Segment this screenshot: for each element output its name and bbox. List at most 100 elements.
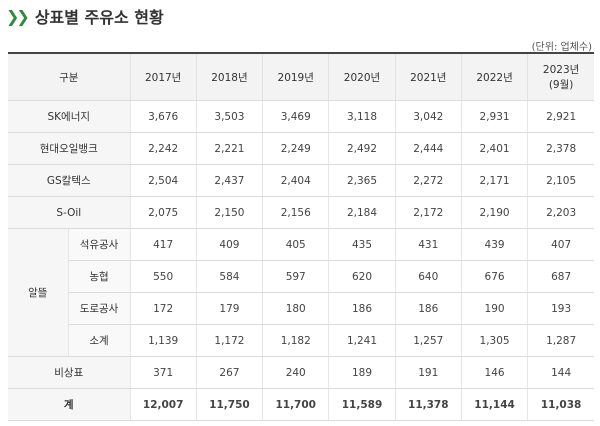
table-row: 알뜰 석유공사 417 409 405 435 431 439 407: [8, 228, 594, 357]
unit-note: (단위: 업체수): [531, 42, 592, 53]
cell-value: 687: [527, 260, 594, 293]
row-label: 도로공사: [68, 292, 131, 325]
cell-value: 2,156: [262, 196, 330, 229]
row-label: SK에너지: [8, 100, 131, 133]
cell-value: 2,931: [461, 100, 529, 133]
cell-value: 2,184: [328, 196, 396, 229]
header-year: 2018년: [196, 53, 264, 101]
cell-value: 2,444: [395, 132, 462, 165]
page-title: 상표별 주유소 현황: [34, 8, 164, 27]
gas-station-table: 구분 2017년 2018년 2019년 2020년 2021년 2022년 2…: [8, 52, 594, 421]
group-label: 알뜰: [8, 228, 69, 357]
cell-value: 267: [196, 356, 264, 389]
header-year: 2020년: [328, 53, 396, 101]
cell-value: 146: [461, 356, 529, 389]
cell-value: 2,249: [262, 132, 330, 165]
cell-value: 2,272: [395, 164, 462, 197]
header-year: 2017년: [130, 53, 197, 101]
cell-value: 2,401: [461, 132, 529, 165]
table-row: 현대오일뱅크 2,242 2,221 2,249 2,492 2,444 2,401 2,37…: [8, 132, 594, 165]
cell-value: 172: [130, 292, 197, 325]
cell-value: 620: [328, 260, 396, 293]
header-year: 2019년: [262, 53, 330, 101]
cell-value: 144: [527, 356, 594, 389]
double-chevron-right-icon: ❯❯: [6, 6, 30, 26]
header-category: 구분: [8, 53, 131, 101]
row-label: 비상표: [8, 356, 131, 389]
cell-value: 11,589: [328, 388, 396, 421]
cell-value: 1,305: [461, 324, 529, 357]
cell-value: 439: [461, 228, 529, 261]
cell-value: 11,038: [527, 388, 594, 421]
cell-value: 407: [527, 228, 594, 261]
cell-value: 417: [130, 228, 197, 261]
cell-value: 371: [130, 356, 197, 389]
cell-value: 431: [395, 228, 462, 261]
table-row: S-Oil 2,075 2,150 2,156 2,184 2,172 2,190 2,203: [8, 196, 594, 229]
table-row: 소계 1,139 1,172 1,182 1,241 1,257 1,305 1,287: [8, 324, 594, 357]
cell-value: 640: [395, 260, 462, 293]
cell-value: 2,203: [527, 196, 594, 229]
cell-value: 11,144: [461, 388, 529, 421]
cell-value: 3,469: [262, 100, 330, 133]
cell-value: 240: [262, 356, 330, 389]
cell-value: 2,492: [328, 132, 396, 165]
cell-value: 2,404: [262, 164, 330, 197]
cell-value: 2,365: [328, 164, 396, 197]
cell-value: 2,172: [395, 196, 462, 229]
cell-value: 597: [262, 260, 330, 293]
cell-value: 180: [262, 292, 330, 325]
cell-value: 405: [262, 228, 330, 261]
row-label: 현대오일뱅크: [8, 132, 131, 165]
header-year-main: 2023년: [542, 64, 580, 76]
cell-value: 1,257: [395, 324, 462, 357]
cell-value: 12,007: [130, 388, 197, 421]
row-label: 계: [8, 388, 131, 421]
cell-value: 193: [527, 292, 594, 325]
cell-value: 550: [130, 260, 197, 293]
row-label: 석유공사: [68, 228, 131, 261]
table-row: SK에너지 3,676 3,503 3,469 3,118 3,042 2,931 2,921: [8, 100, 594, 133]
cell-value: 2,171: [461, 164, 529, 197]
row-label: 소계: [68, 324, 131, 357]
header-year: 2023년 (9월): [527, 53, 594, 101]
cell-value: 409: [196, 228, 264, 261]
cell-value: 3,042: [395, 100, 462, 133]
header-year: 2021년: [395, 53, 462, 101]
cell-value: 2,150: [196, 196, 264, 229]
cell-value: 190: [461, 292, 529, 325]
cell-value: 11,700: [262, 388, 330, 421]
row-label: S-Oil: [8, 196, 131, 229]
cell-value: 3,676: [130, 100, 197, 133]
table-row: 계 12,007 11,750 11,700 11,589 11,378 11,144 11,…: [8, 388, 594, 421]
cell-value: 2,378: [527, 132, 594, 165]
cell-value: 191: [395, 356, 462, 389]
cell-value: 584: [196, 260, 264, 293]
cell-value: 435: [328, 228, 396, 261]
table-row: 농협 550 584 597 620 640 676 687: [8, 260, 594, 293]
cell-value: 2,921: [527, 100, 594, 133]
cell-value: 189: [328, 356, 396, 389]
cell-value: 3,118: [328, 100, 396, 133]
cell-value: 2,190: [461, 196, 529, 229]
cell-value: 676: [461, 260, 529, 293]
cell-value: 1,287: [527, 324, 594, 357]
header-year: 2022년: [461, 53, 529, 101]
cell-value: 1,182: [262, 324, 330, 357]
cell-value: 2,075: [130, 196, 197, 229]
header-row: 구분 2017년 2018년 2019년 2020년 2021년 2022년 2…: [8, 53, 594, 101]
cell-value: 2,504: [130, 164, 197, 197]
table-row: GS칼텍스 2,504 2,437 2,404 2,365 2,272 2,171 2,105: [8, 164, 594, 197]
cell-value: 1,139: [130, 324, 197, 357]
cell-value: 2,221: [196, 132, 264, 165]
table-row: 도로공사 172 179 180 186 186 190 193: [8, 292, 594, 325]
cell-value: 2,242: [130, 132, 197, 165]
cell-value: 3,503: [196, 100, 264, 133]
cell-value: 1,241: [328, 324, 396, 357]
cell-value: 179: [196, 292, 264, 325]
header-year-note: (9월): [548, 79, 574, 91]
cell-value: 186: [328, 292, 396, 325]
row-label: 농협: [68, 260, 131, 293]
table-row: 비상표 371 267 240 189 191 146 144: [8, 356, 594, 389]
cell-value: 11,750: [196, 388, 264, 421]
